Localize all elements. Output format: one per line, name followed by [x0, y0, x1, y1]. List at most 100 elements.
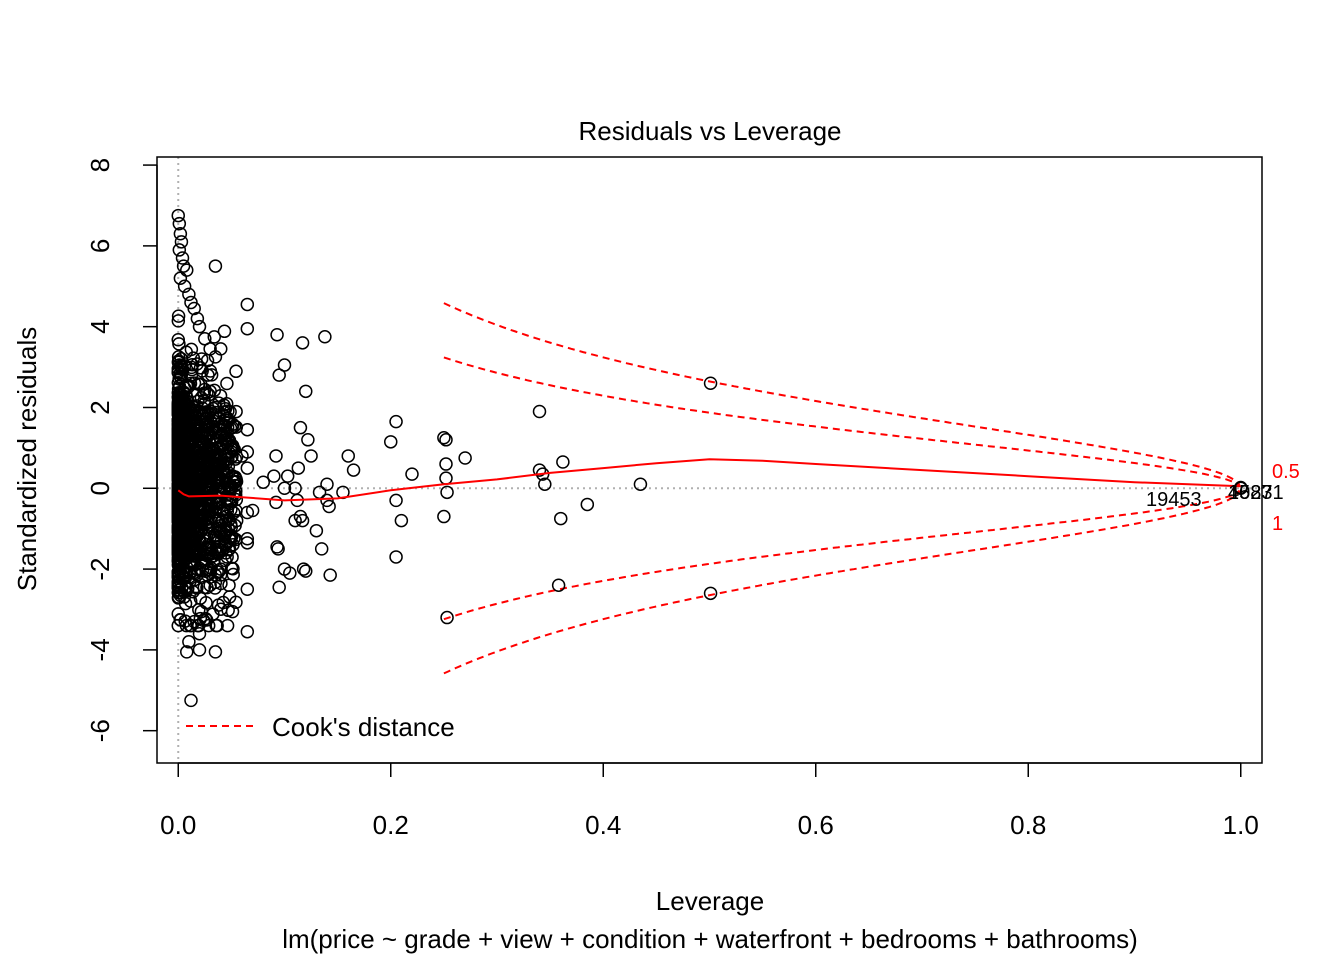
data-point: [183, 618, 197, 633]
data-point: [458, 451, 472, 465]
data-point: [171, 309, 186, 323]
data-point: [214, 416, 228, 431]
data-point: [229, 364, 243, 379]
data-point: [171, 208, 185, 223]
data-point: [199, 478, 214, 492]
data-point: [283, 566, 297, 580]
data-point: [190, 424, 204, 439]
data-point: [299, 564, 313, 578]
data-point: [173, 227, 188, 241]
data-point: [320, 493, 334, 508]
cook-contour-0.5-lower: [443, 489, 1241, 621]
data-point: [188, 434, 203, 449]
data-point: [240, 624, 255, 639]
data-point: [532, 463, 547, 477]
point-label: 4023: [1228, 482, 1273, 504]
data-point: [556, 455, 570, 469]
data-point: [323, 568, 337, 582]
data-point: [277, 481, 292, 496]
data-point: [184, 342, 199, 357]
data-point: [204, 561, 218, 576]
data-point: [240, 297, 255, 312]
data-point: [229, 404, 243, 419]
data-point: [192, 319, 207, 334]
data-point: [703, 376, 718, 390]
data-point: [240, 422, 255, 437]
data-point: [295, 513, 310, 528]
data-point: [322, 499, 336, 514]
data-point: [171, 509, 186, 523]
data-point: [267, 469, 281, 483]
data-point: [173, 557, 188, 571]
data-point: [177, 455, 191, 470]
data-point: [439, 471, 453, 485]
data-point: [177, 279, 192, 294]
data-point: [240, 461, 255, 475]
data-point: [192, 449, 206, 463]
data-point: [176, 259, 191, 273]
data-point: [197, 386, 211, 401]
data-point: [389, 493, 403, 508]
data-point: [182, 287, 196, 302]
residual-cloud: [171, 309, 244, 633]
data-point: [272, 580, 286, 595]
data-point: [229, 474, 244, 489]
data-point: [171, 473, 186, 487]
y-axis-label: Standardized residuals: [12, 327, 42, 592]
data-point: [314, 542, 329, 556]
data-point: [180, 645, 194, 659]
model-formula-subtitle: lm(price ~ grade + view + condition + wa…: [282, 924, 1138, 954]
data-point: [172, 388, 186, 403]
data-point: [439, 433, 453, 447]
data-point: [171, 525, 186, 539]
data-point: [174, 235, 189, 249]
data-point: [193, 361, 208, 375]
data-point: [171, 423, 186, 437]
data-point: [318, 330, 332, 344]
data-point: [440, 610, 454, 625]
data-point: [172, 538, 186, 553]
y-tick-label: 8: [85, 158, 115, 172]
data-point: [172, 393, 186, 408]
data-point: [341, 449, 355, 463]
data-point: [221, 603, 235, 618]
data-point: [394, 513, 409, 528]
legend: Cook's distance: [186, 712, 455, 742]
data-point: [172, 216, 187, 231]
data-point: [554, 511, 568, 526]
data-point: [171, 565, 186, 579]
data-point: [217, 324, 232, 339]
y-tick-label: 6: [85, 239, 115, 253]
cook-contour-1-lower: [443, 490, 1241, 675]
data-point: [633, 477, 648, 491]
data-point: [196, 450, 211, 465]
data-point: [192, 603, 206, 617]
y-tick-label: 4: [85, 319, 115, 333]
data-point: [256, 475, 270, 489]
data-point: [171, 333, 185, 347]
data-point: [225, 449, 239, 464]
data-point: [209, 618, 223, 633]
data-point: [219, 546, 233, 560]
data-point: [320, 477, 334, 491]
y-tick-label: 2: [85, 400, 115, 414]
data-point: [175, 362, 189, 376]
data-point: [187, 614, 201, 629]
data-point: [222, 590, 237, 604]
data-point: [172, 243, 187, 257]
data-point: [295, 336, 310, 350]
data-point: [192, 626, 207, 641]
data-point: [201, 368, 215, 382]
x-tick-label: 0.6: [798, 810, 834, 840]
x-axis-label: Leverage: [656, 886, 764, 916]
cook-contour-label: 1: [1272, 513, 1283, 535]
data-point: [203, 342, 217, 356]
data-point: [171, 314, 186, 328]
data-point: [181, 447, 195, 462]
data-point: [280, 469, 295, 483]
y-tick-label: -2: [85, 558, 115, 581]
data-point: [296, 562, 311, 576]
x-tick-label: 0.0: [160, 810, 196, 840]
data-point: [191, 509, 205, 523]
